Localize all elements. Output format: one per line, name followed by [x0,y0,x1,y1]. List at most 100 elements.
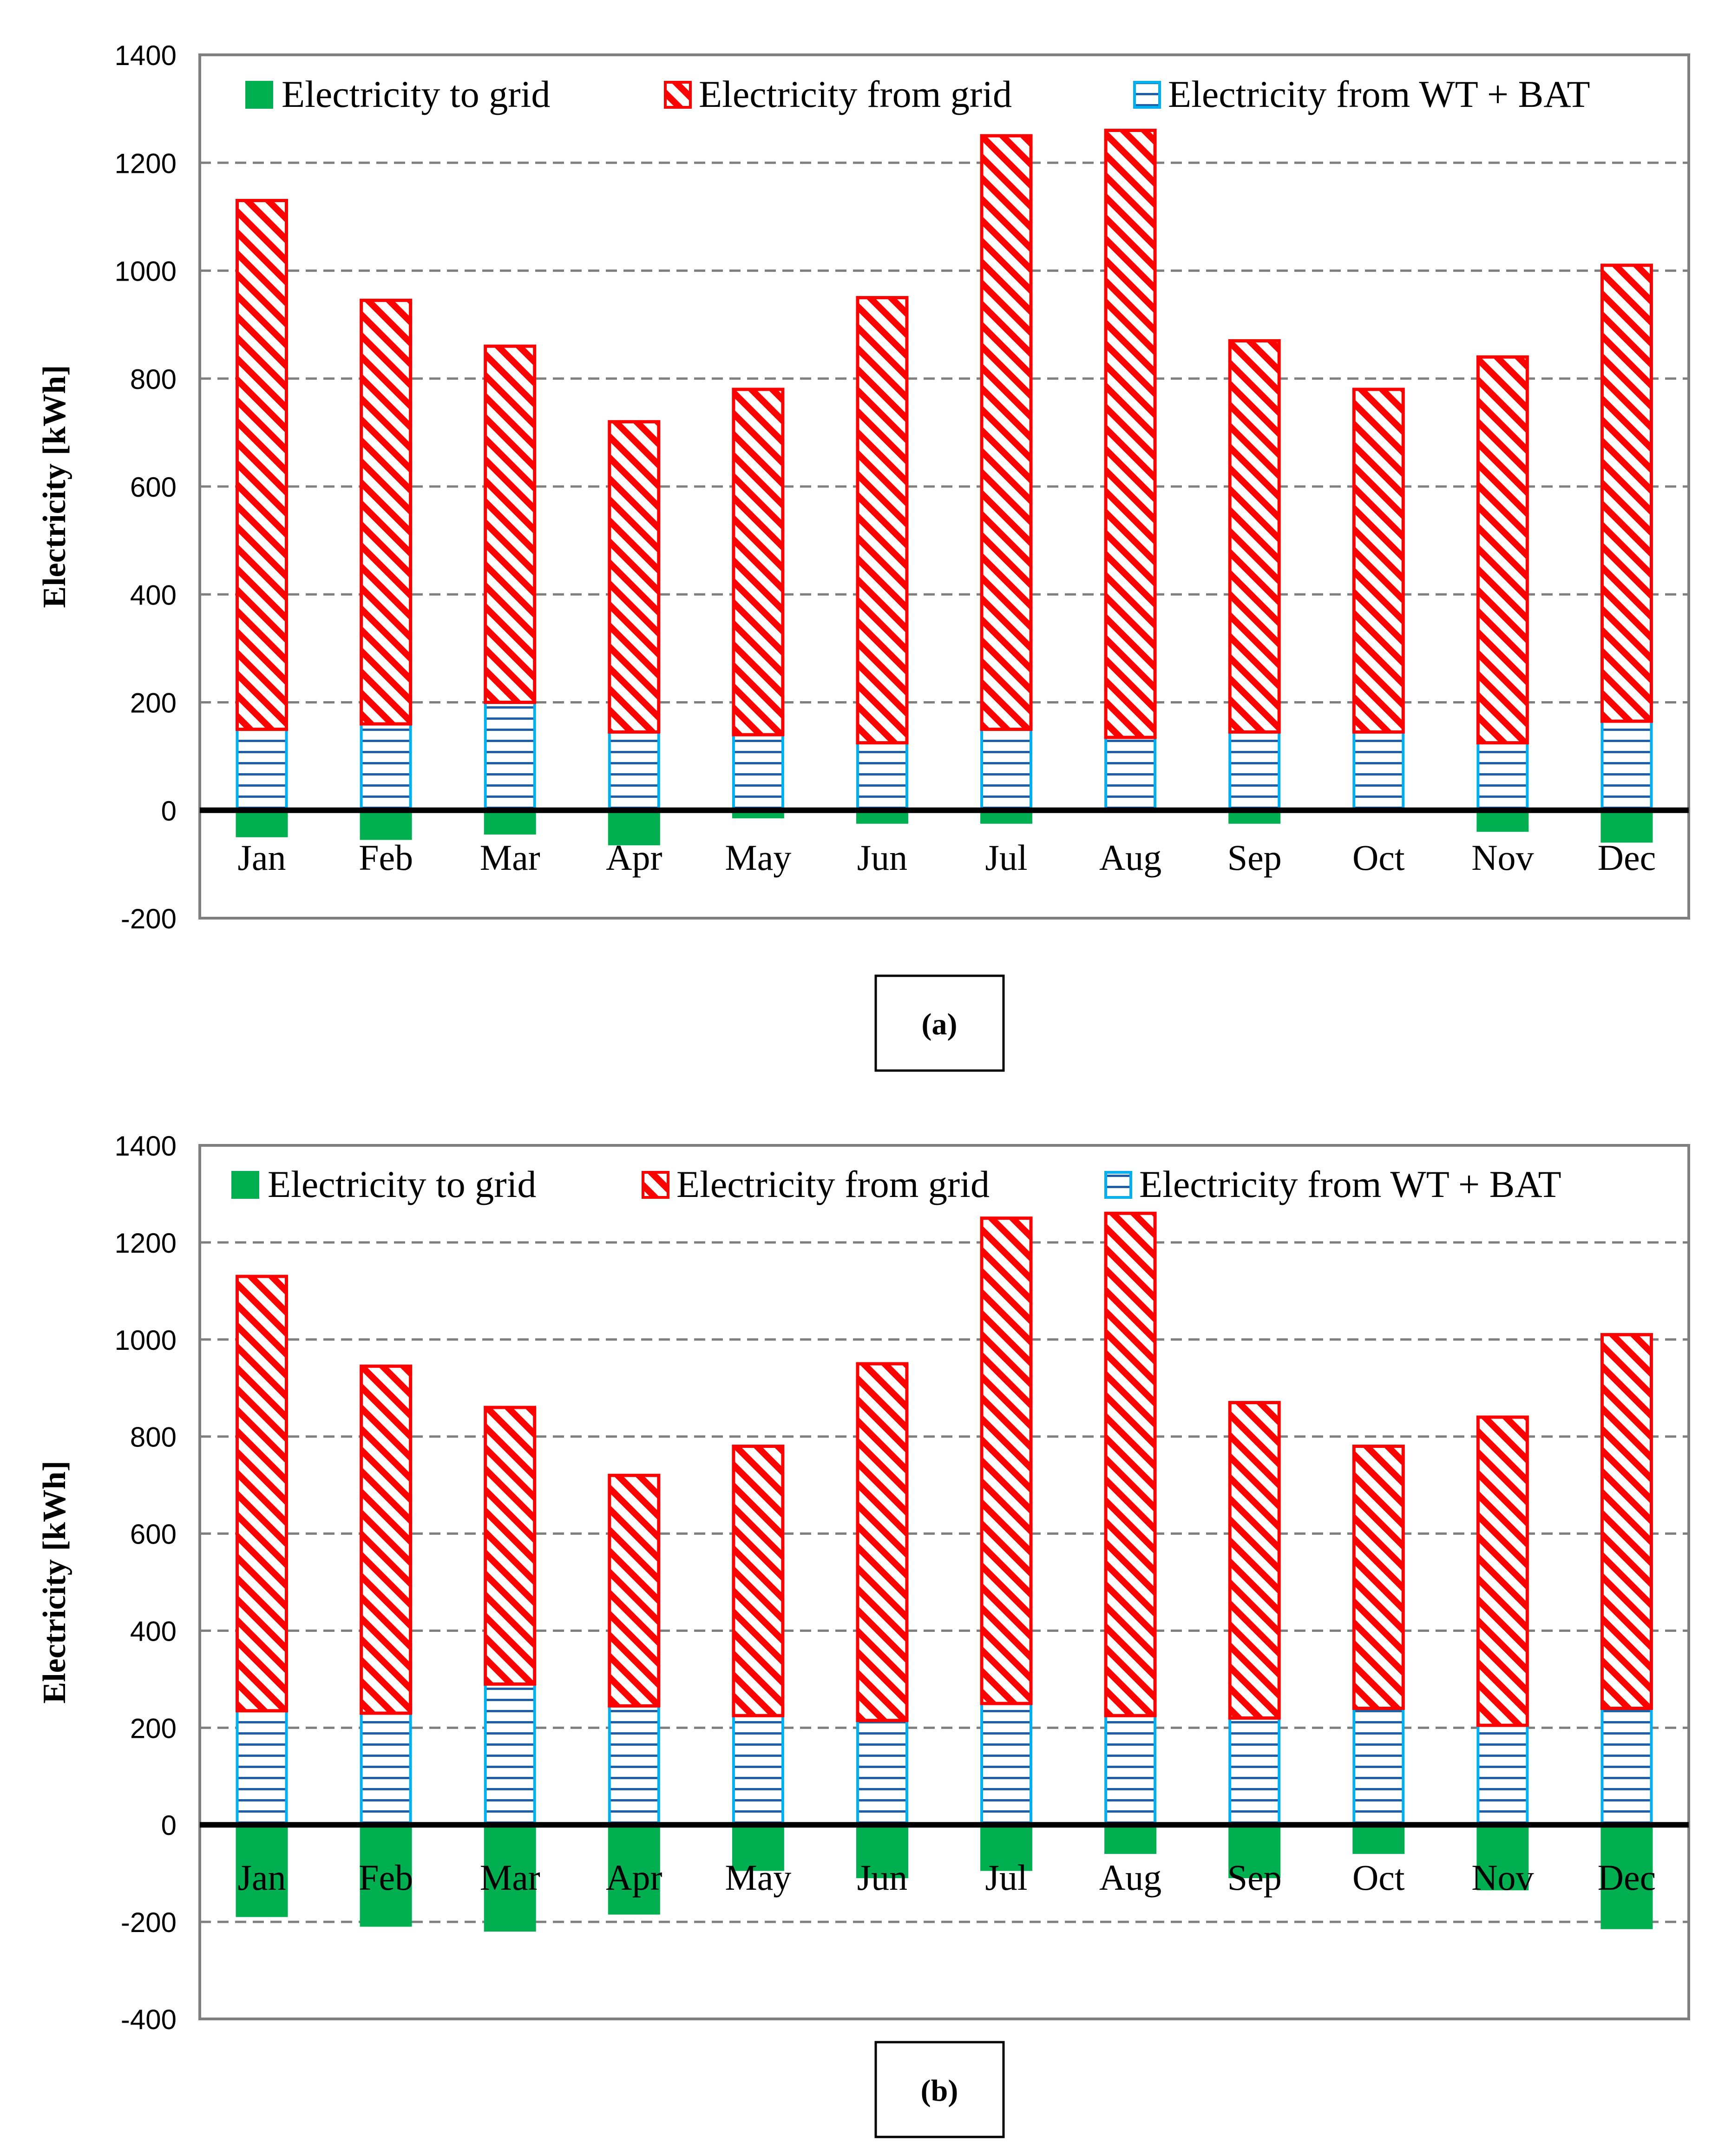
x-tick-label: Sep [1227,837,1282,878]
bar-from-grid-apr [608,420,661,734]
y-tick-label: 600 [130,472,177,503]
gridlines [200,161,1689,703]
bar-wt-bat-sep [1228,730,1281,812]
bar-wt-bat-dec [1600,720,1653,812]
bar-wt-bat-jun [856,741,908,812]
bar-from-grid-may [732,1445,785,1717]
x-tick-label: Jul [985,1857,1028,1898]
bar-from-grid-aug [1104,1211,1157,1717]
bar-wt-bat-jan [236,728,288,812]
bar-to-grid-feb [360,1825,412,1927]
bar-from-grid-mar [484,344,537,704]
bar-from-grid-oct [1352,1445,1405,1710]
bar-from-grid-oct [1352,388,1405,734]
bar-to-grid-mar [484,810,536,835]
bar-wt-bat-mar [484,701,536,812]
bar-from-grid-apr [608,1473,661,1708]
legend-label-from-wt-bat: Electricity from WT + BAT [1139,1163,1561,1205]
x-tick-label: Apr [606,1857,662,1898]
bar-wt-bat-aug [1104,1714,1157,1827]
bar-wt-bat-nov [1476,741,1529,812]
bar-from-grid-nov [1476,355,1529,745]
bar-to-grid-dec [1600,1825,1653,1929]
bar-from-grid-jun [856,1362,909,1722]
y-tick-label: 400 [130,579,177,611]
bar-from-grid-dec [1600,1333,1653,1710]
y-tick-label: 0 [161,795,177,827]
x-tick-label: Dec [1598,1857,1656,1898]
bar-wt-bat-sep [1228,1716,1281,1827]
x-axis: Jan Feb Mar Apr May Jun Jul Aug Sep Oct Nov Dec [238,837,1656,878]
x-tick-label: Oct [1352,1857,1405,1898]
legend-swatch-from-wt-bat [1133,81,1161,109]
legend-label-to-grid: Electricity to grid [282,73,550,115]
x-tick-label: Mar [480,1857,540,1898]
plot-frame [198,1144,1690,2020]
chart-a: -200 0 200 400 600 800 1000 1200 1400 Jan Feb Mar A… [37,40,1690,1072]
y-tick-label: 1400 [115,40,177,71]
y-tick-label: 1400 [115,1131,177,1162]
bar-wt-bat-apr [608,730,660,812]
chart-b: -400 -200 0 200 400 600 800 1000 1200 1400 Jan Feb… [37,1131,1690,2138]
bar-wt-bat-oct [1352,730,1405,812]
y-tick-label: 200 [130,688,177,719]
legend-swatch-from-grid [664,81,692,109]
legend-swatch-to-grid [245,81,273,109]
bar-to-grid-may [732,1825,784,1871]
x-tick-label: May [725,837,791,878]
y-axis-label: Electricity [kWh] [37,1461,72,1704]
bar-from-grid-feb [360,1364,413,1715]
bar-to-grid-apr [608,810,660,846]
bar-wt-bat-feb [360,722,412,812]
y-tick-label: -200 [121,903,177,934]
caption-box [874,2041,1005,2138]
bar-from-grid-sep [1228,1401,1281,1720]
x-tick-label: Jun [857,837,907,878]
bar-wt-bat-mar [484,1683,536,1827]
y-axis-label: Electricity [kWh] [37,365,72,608]
x-tick-label: Mar [480,837,540,878]
bar-from-grid-jun [856,296,909,745]
x-tick-label: Jun [857,1857,907,1898]
bar-from-grid-dec [1600,263,1653,723]
legend-label-from-wt-bat: Electricity from WT + BAT [1168,73,1590,115]
caption-box [874,974,1005,1072]
x-tick-label: Feb [359,1857,413,1898]
bar-from-grid-jan [236,1275,289,1713]
bar-from-grid-aug [1104,129,1157,739]
gridlines [200,1241,1689,1923]
y-tick-label: 800 [130,1422,177,1453]
y-tick-label: -200 [121,1907,177,1938]
x-tick-label: May [725,1857,791,1898]
caption-label: (b) [921,2074,958,2108]
x-tick-label: Jan [238,1857,286,1898]
bar-to-grid-jan [236,810,288,837]
x-tick-label: Jul [985,837,1028,878]
y-tick-label: 1000 [115,256,177,287]
legend-swatch-from-grid [642,1171,669,1199]
y-tick-label: 1000 [115,1325,177,1356]
bar-from-grid-jan [236,199,289,731]
bar-wt-bat-may [732,1714,784,1827]
bars [236,1211,1653,1932]
x-tick-label: Aug [1099,1857,1161,1898]
bar-from-grid-may [732,388,785,736]
bar-to-grid-apr [608,1825,660,1915]
bar-wt-bat-jul [980,1702,1033,1827]
bar-wt-bat-aug [1104,736,1157,812]
bar-wt-bat-apr [608,1704,660,1827]
bar-from-grid-jul [980,134,1033,731]
y-tick-label: -400 [121,2004,177,2035]
bar-to-grid-nov [1476,810,1529,832]
bar-from-grid-sep [1228,339,1281,734]
bar-wt-bat-oct [1352,1707,1405,1827]
x-tick-label: Nov [1471,1857,1534,1898]
y-tick-label: 200 [130,1713,177,1744]
legend-label-from-grid: Electricity from grid [699,73,1012,115]
bar-wt-bat-jul [980,728,1033,812]
bar-wt-bat-may [732,733,784,812]
x-tick-label: Sep [1227,1857,1282,1898]
legend-swatch-from-wt-bat [1104,1171,1132,1199]
bar-from-grid-feb [360,298,413,726]
bar-wt-bat-feb [360,1712,412,1827]
